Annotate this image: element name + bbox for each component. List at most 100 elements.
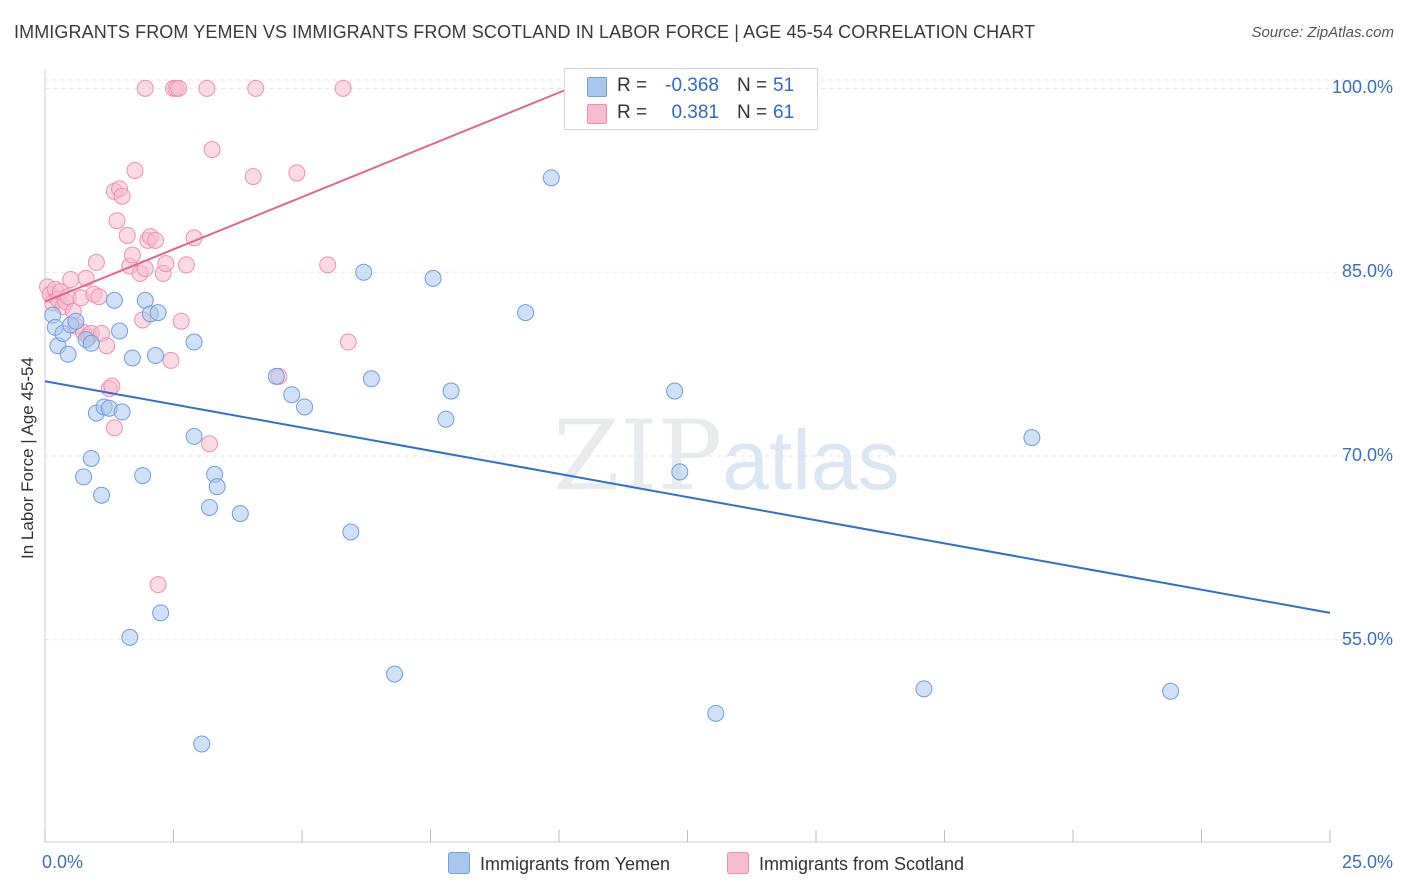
x-tick-label: 25.0% <box>1341 852 1393 872</box>
yemen-point <box>442 382 460 400</box>
yemen-point <box>149 304 167 322</box>
axes <box>44 70 1331 843</box>
yemen-point <box>342 523 360 541</box>
scotland-point <box>203 141 221 159</box>
y-tick-label: 55.0% <box>1341 628 1393 649</box>
n-label: N = <box>737 75 768 96</box>
legend-swatch-yemen <box>448 852 470 874</box>
scotland-point <box>200 435 218 453</box>
yemen-point <box>67 312 85 330</box>
yemen-point <box>185 333 203 351</box>
scotland-point <box>288 164 306 182</box>
x-tick-label: 0.0% <box>42 852 84 872</box>
n-value: 51 <box>773 75 795 96</box>
r-label: R = <box>617 75 648 96</box>
yemen-point <box>93 486 111 504</box>
yemen-point <box>666 382 684 400</box>
legend-label-yemen: Immigrants from Yemen <box>480 854 671 874</box>
y-tick-label: 100.0% <box>1331 77 1393 98</box>
yemen-point <box>707 704 725 722</box>
yemen-point <box>362 370 380 388</box>
scotland-point <box>136 79 154 97</box>
yemen-point <box>296 398 314 416</box>
scotland-point <box>90 288 108 306</box>
yemen-point <box>82 334 100 352</box>
r-value: -0.368 <box>665 75 719 96</box>
yemen-point <box>123 349 141 367</box>
yemen-point <box>200 498 218 516</box>
yemen-point <box>152 604 170 622</box>
stats-row-yemen: R = -0.368 N = 51 <box>565 73 817 99</box>
yemen-point <box>283 386 301 404</box>
y-axis-title: In Labor Force | Age 45-54 <box>18 357 37 559</box>
yemen-point <box>185 427 203 445</box>
scotland-point <box>149 576 167 594</box>
scotland-point <box>113 187 131 205</box>
yemen-point <box>424 269 442 287</box>
scotland-point <box>108 212 126 230</box>
yemen-point <box>111 322 129 340</box>
scotland-point <box>87 253 105 271</box>
yemen-point <box>671 463 689 481</box>
grid <box>45 79 1390 641</box>
trend-lines <box>44 87 1331 614</box>
yemen-point <box>193 735 211 753</box>
n-value: 61 <box>773 102 795 123</box>
chart-title: IMMIGRANTS FROM YEMEN VS IMMIGRANTS FROM… <box>14 22 1036 42</box>
scotland-point <box>339 333 357 351</box>
stats-swatch-scotland <box>587 104 607 124</box>
yemen-point <box>113 403 131 421</box>
scotland-point <box>244 168 262 186</box>
scotland-point <box>172 312 190 330</box>
yemen-point <box>267 367 285 385</box>
scotland-points <box>39 79 661 594</box>
n-label: N = <box>737 102 768 123</box>
yemen-point <box>1023 429 1041 447</box>
yemen-point <box>121 628 139 646</box>
yemen-point <box>147 347 165 365</box>
scotland-point <box>98 337 116 355</box>
scotland-point <box>62 271 80 289</box>
scotland-point <box>177 256 195 274</box>
source-credit: Source: ZipAtlas.com <box>1251 24 1394 41</box>
scotland-point <box>334 79 352 97</box>
yemen-points <box>44 169 1180 753</box>
stats-box: R = -0.368 N = 51 R = 0.381 N = 61 <box>564 68 818 130</box>
scotland-trend-line <box>44 87 570 303</box>
legend-label-scotland: Immigrants from Scotland <box>759 854 965 874</box>
yemen-point <box>437 410 455 428</box>
y-tick-label: 70.0% <box>1341 445 1393 465</box>
yemen-point <box>105 291 123 309</box>
yemen-point <box>355 263 373 281</box>
yemen-point <box>1162 682 1180 700</box>
scotland-point <box>147 231 165 249</box>
scotland-point <box>319 256 337 274</box>
yemen-point <box>208 478 226 496</box>
scotland-point <box>198 79 216 97</box>
yemen-point <box>75 468 93 486</box>
yemen-point <box>915 680 933 698</box>
yemen-point <box>386 665 404 683</box>
r-label: R = <box>617 102 648 123</box>
y-tick-label: 85.0% <box>1341 261 1393 282</box>
yemen-point <box>59 345 77 363</box>
scotland-point <box>105 419 123 437</box>
scotland-point <box>123 246 141 264</box>
scotland-point <box>157 255 175 273</box>
legend-swatch-scotland <box>727 852 749 874</box>
yemen-point <box>82 449 100 467</box>
yemen-trend-line <box>44 380 1331 614</box>
yemen-point <box>134 467 152 485</box>
yemen-point <box>542 169 560 187</box>
scotland-point <box>162 351 180 369</box>
scotland-point <box>118 226 136 244</box>
yemen-point <box>231 505 249 523</box>
legend-item-yemen: Immigrants from Yemen <box>448 852 670 875</box>
stats-swatch-yemen <box>587 77 607 97</box>
legend-item-scotland: Immigrants from Scotland <box>727 852 964 875</box>
scotland-point <box>247 79 265 97</box>
stats-row-scotland: R = 0.381 N = 61 <box>565 100 817 126</box>
scotland-point <box>170 79 188 97</box>
r-value: 0.381 <box>671 102 719 123</box>
yemen-point <box>517 304 535 322</box>
